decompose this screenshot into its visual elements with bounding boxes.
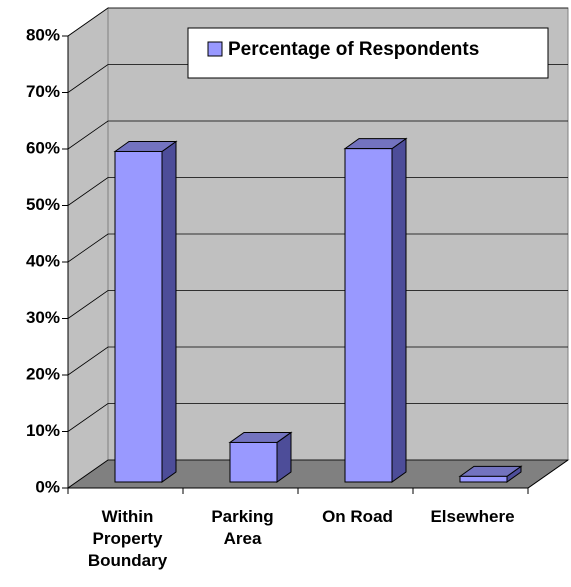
grid-line (67, 120, 568, 150)
legend-swatch (207, 41, 223, 57)
bar (344, 148, 393, 483)
grid-line (67, 290, 568, 319)
x-tick-label: Elsewhere (430, 507, 515, 526)
legend-label: Percentage of Respondents (228, 39, 479, 60)
x-tick-label: Within Property Boundary (87, 507, 168, 570)
y-tick-label: 10% (26, 421, 60, 440)
y-tick-label: 50% (26, 195, 60, 214)
x-tick-label: On Road (322, 507, 393, 526)
grid-line (67, 346, 568, 376)
y-tick-label: 30% (26, 308, 60, 327)
bar-side (391, 137, 407, 483)
bar (114, 150, 163, 483)
grid-line (67, 403, 568, 432)
grid-line (67, 459, 568, 489)
y-tick-label: 60% (26, 138, 60, 157)
legend-box (187, 27, 549, 79)
bar (229, 441, 278, 483)
bar (459, 475, 508, 483)
grid-line (67, 233, 568, 263)
grid-line (67, 177, 568, 206)
bar-side (161, 140, 177, 483)
y-tick-label: 40% (26, 251, 60, 270)
y-tick-label: 70% (26, 82, 60, 101)
y-tick-label: 0% (35, 477, 60, 496)
grid-line (67, 7, 568, 37)
y-tick-label: 80% (26, 25, 60, 44)
y-tick-label: 20% (26, 364, 60, 383)
x-tick-label: Parking Area (211, 507, 274, 548)
